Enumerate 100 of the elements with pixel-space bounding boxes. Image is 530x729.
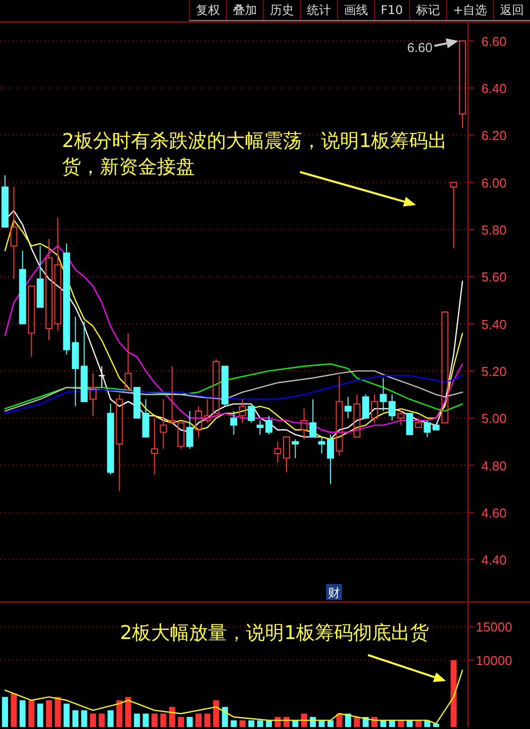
text: 统计 [300, 0, 337, 20]
candlestick [370, 394, 378, 424]
y-tick-label: 4.40 [481, 552, 507, 568]
candlestick [397, 408, 404, 426]
bar [204, 714, 210, 727]
bar [134, 714, 140, 727]
y-tick-label: 6.40 [481, 81, 507, 96]
candlestick [414, 418, 422, 428]
text: +自选 [446, 0, 493, 20]
candlestick [353, 394, 360, 438]
bar [406, 720, 413, 727]
bar [28, 700, 34, 727]
text: F10 [374, 0, 409, 20]
bar [90, 714, 96, 727]
annotation: 2板大幅放量，说明1板筹码彻底出货 [120, 622, 430, 644]
bar [433, 724, 440, 727]
candlestick [265, 415, 272, 436]
candlestick [318, 436, 326, 454]
bar [213, 700, 220, 727]
bar [54, 696, 61, 727]
y-tick-label: 5.00 [481, 411, 507, 426]
bar [72, 710, 78, 727]
bar [108, 710, 114, 727]
candlestick [116, 394, 123, 492]
candlestick [327, 434, 334, 485]
candlestick [98, 366, 106, 388]
bar [142, 714, 149, 727]
line-series [4, 670, 464, 724]
bar [37, 704, 44, 727]
bar [266, 720, 272, 727]
candlestick [300, 408, 308, 440]
bar [64, 704, 70, 727]
candlestick [36, 245, 44, 308]
bar [10, 694, 17, 727]
text: 标记 [408, 0, 446, 20]
y-tick-label: 5.80 [481, 222, 507, 238]
candlestick [230, 410, 238, 436]
text: 画线 [336, 0, 374, 20]
y-tick-label: 5.60 [481, 270, 507, 285]
candlestick [283, 436, 290, 473]
y-tick-label: 5.40 [481, 316, 507, 332]
bar [345, 714, 352, 727]
candlestick [151, 418, 158, 476]
candlestick [46, 238, 52, 341]
candlestick [186, 410, 194, 450]
y-tick-label: 6.60 [481, 34, 507, 49]
candlestick [336, 375, 343, 456]
y-tick-label: 15000 [476, 620, 512, 635]
candlestick [142, 398, 150, 438]
bar [196, 714, 202, 727]
bar [2, 696, 8, 727]
bar [318, 720, 325, 727]
bar [292, 720, 298, 727]
annotation: 财 [328, 586, 340, 600]
bar [450, 660, 457, 727]
candlestick [168, 366, 176, 424]
bar [116, 700, 122, 727]
candlestick [292, 438, 299, 459]
bar [169, 706, 176, 727]
bar [354, 716, 360, 727]
bar [240, 720, 246, 727]
candlestick [458, 40, 466, 129]
candlestick [450, 182, 458, 249]
bar [380, 720, 386, 727]
y-tick-label: 10000 [476, 653, 512, 668]
candlestick [124, 332, 132, 390]
candlestick [107, 403, 114, 476]
bar [160, 714, 166, 727]
candlestick [160, 398, 167, 450]
bar [98, 714, 105, 727]
candlestick [274, 441, 282, 464]
bar [186, 716, 193, 727]
y-tick-label: 5.20 [481, 364, 507, 379]
candlestick [2, 174, 9, 228]
candlestick [19, 250, 26, 324]
y-tick-label: 6.20 [481, 128, 507, 144]
bar [328, 720, 334, 727]
text: 返回 [493, 0, 530, 20]
y-tick-label: 4.80 [481, 458, 507, 474]
bar [230, 720, 237, 727]
bar [81, 710, 88, 727]
bar [178, 716, 184, 727]
bar [46, 700, 52, 727]
candlestick [239, 398, 246, 424]
annotation: 2板分时有杀跌波的大幅震荡，说明1板筹码出货，新资金接盘 [62, 129, 448, 180]
bar [152, 714, 158, 727]
bar [20, 700, 26, 727]
y-tick-label: 4.60 [481, 505, 507, 520]
bar [248, 720, 254, 727]
candlestick [309, 398, 316, 438]
y-tick-label: 6.00 [481, 175, 507, 190]
bar [389, 720, 396, 727]
candlestick [28, 286, 35, 358]
candlestick [256, 420, 264, 436]
bar [222, 706, 228, 727]
text: 复权 [188, 0, 226, 20]
candlestick [344, 396, 352, 419]
bar [257, 720, 264, 727]
candlestick [10, 186, 18, 280]
bar [336, 714, 342, 727]
